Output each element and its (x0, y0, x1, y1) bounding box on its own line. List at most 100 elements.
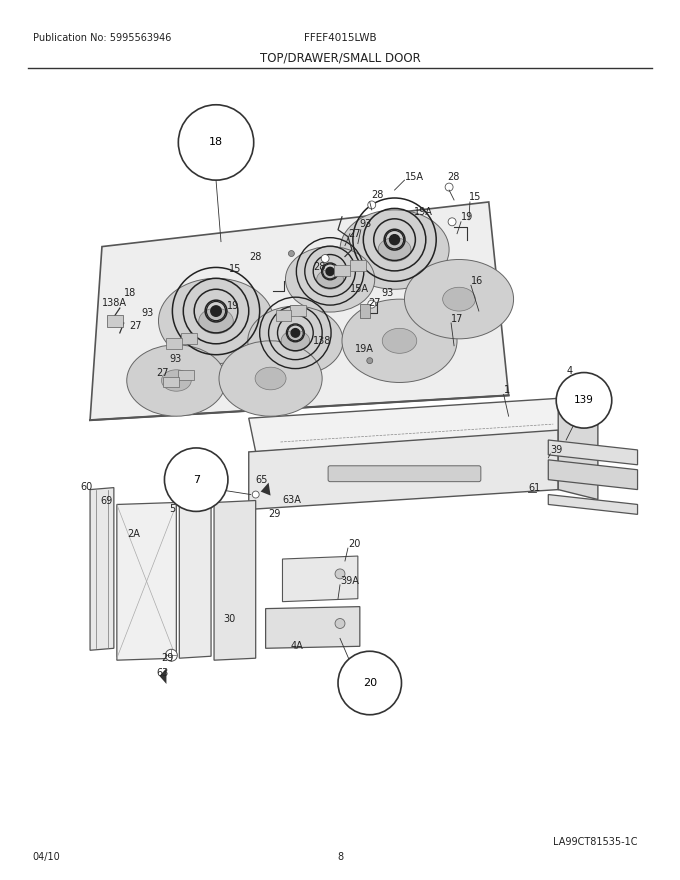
FancyBboxPatch shape (178, 370, 194, 380)
FancyBboxPatch shape (275, 310, 292, 321)
Ellipse shape (342, 299, 457, 383)
Ellipse shape (126, 345, 226, 416)
Text: 28: 28 (372, 190, 384, 200)
Text: Publication No: 5995563946: Publication No: 5995563946 (33, 33, 171, 43)
Text: 28: 28 (249, 252, 261, 261)
Polygon shape (249, 399, 573, 452)
Ellipse shape (340, 210, 449, 290)
Text: 20: 20 (348, 539, 360, 549)
Circle shape (368, 300, 376, 308)
Text: TOP/DRAWER/SMALL DOOR: TOP/DRAWER/SMALL DOOR (260, 51, 420, 64)
Polygon shape (548, 440, 638, 465)
Polygon shape (282, 556, 358, 602)
Polygon shape (90, 488, 114, 650)
Text: 93: 93 (141, 308, 154, 318)
Text: 39: 39 (550, 445, 562, 455)
Ellipse shape (219, 341, 322, 416)
Text: 28: 28 (447, 172, 460, 182)
Circle shape (291, 328, 300, 337)
Text: 19A: 19A (414, 207, 433, 216)
Text: 69: 69 (100, 495, 112, 505)
Ellipse shape (317, 269, 343, 290)
Circle shape (178, 105, 254, 180)
Polygon shape (214, 501, 256, 660)
Polygon shape (548, 495, 638, 515)
Text: 93: 93 (169, 354, 182, 363)
Ellipse shape (281, 330, 309, 351)
Text: 7: 7 (192, 474, 200, 485)
Polygon shape (90, 202, 509, 420)
Ellipse shape (382, 328, 417, 353)
Text: 16: 16 (471, 276, 483, 286)
Text: 27: 27 (368, 298, 380, 308)
Text: 17: 17 (451, 314, 464, 324)
Circle shape (335, 619, 345, 628)
Text: 29: 29 (269, 510, 281, 519)
Text: 29: 29 (161, 653, 174, 664)
Circle shape (326, 268, 334, 275)
Text: 60: 60 (80, 481, 92, 492)
Text: FFEF4015LWB: FFEF4015LWB (304, 33, 376, 43)
Text: 18: 18 (124, 289, 136, 298)
Text: 39A: 39A (340, 576, 359, 586)
Text: 5: 5 (169, 504, 175, 515)
Text: 15A: 15A (405, 172, 424, 182)
FancyBboxPatch shape (350, 260, 366, 271)
Text: 61: 61 (528, 482, 541, 493)
Circle shape (445, 183, 453, 191)
Text: 04/10: 04/10 (33, 852, 61, 862)
Ellipse shape (248, 306, 343, 376)
Text: 27: 27 (156, 368, 169, 378)
Ellipse shape (378, 238, 411, 261)
Text: 2A: 2A (126, 529, 139, 539)
Text: 4: 4 (566, 365, 573, 376)
Ellipse shape (161, 370, 191, 392)
Text: 93: 93 (360, 219, 372, 229)
Polygon shape (548, 460, 638, 489)
Circle shape (211, 306, 221, 316)
Circle shape (335, 569, 345, 579)
Circle shape (390, 235, 400, 245)
Circle shape (165, 649, 177, 661)
Ellipse shape (443, 287, 475, 311)
Polygon shape (160, 668, 167, 684)
Polygon shape (260, 482, 271, 495)
Ellipse shape (199, 308, 233, 334)
Text: 19A: 19A (355, 344, 374, 354)
Text: 15: 15 (469, 192, 481, 202)
Text: 28: 28 (313, 262, 326, 273)
Polygon shape (117, 502, 176, 660)
Circle shape (252, 491, 259, 498)
Text: 27: 27 (348, 229, 360, 238)
Text: 15: 15 (229, 264, 241, 275)
Ellipse shape (158, 278, 273, 363)
Text: 138: 138 (313, 336, 332, 346)
Circle shape (367, 357, 373, 363)
Text: 30: 30 (223, 613, 235, 624)
Text: 4A: 4A (290, 642, 303, 651)
Text: 15A: 15A (350, 284, 369, 294)
Polygon shape (249, 430, 558, 510)
Circle shape (448, 218, 456, 226)
Circle shape (556, 372, 612, 428)
FancyBboxPatch shape (167, 338, 182, 348)
Text: LA99CT81535-1C: LA99CT81535-1C (553, 837, 638, 847)
Circle shape (338, 651, 401, 715)
FancyBboxPatch shape (360, 304, 370, 318)
Text: 1: 1 (504, 385, 510, 395)
Circle shape (368, 201, 376, 209)
Text: 18: 18 (209, 137, 223, 148)
Ellipse shape (405, 260, 513, 339)
Text: 19: 19 (227, 301, 239, 312)
Polygon shape (558, 399, 598, 500)
Text: 20: 20 (362, 678, 377, 688)
Circle shape (288, 251, 294, 256)
Text: 27: 27 (130, 321, 142, 331)
Text: 93: 93 (381, 289, 394, 298)
FancyBboxPatch shape (107, 315, 123, 327)
Text: 63: 63 (156, 668, 169, 678)
Circle shape (321, 254, 329, 262)
Text: 65: 65 (256, 474, 268, 485)
Circle shape (165, 448, 228, 511)
FancyBboxPatch shape (163, 377, 180, 387)
